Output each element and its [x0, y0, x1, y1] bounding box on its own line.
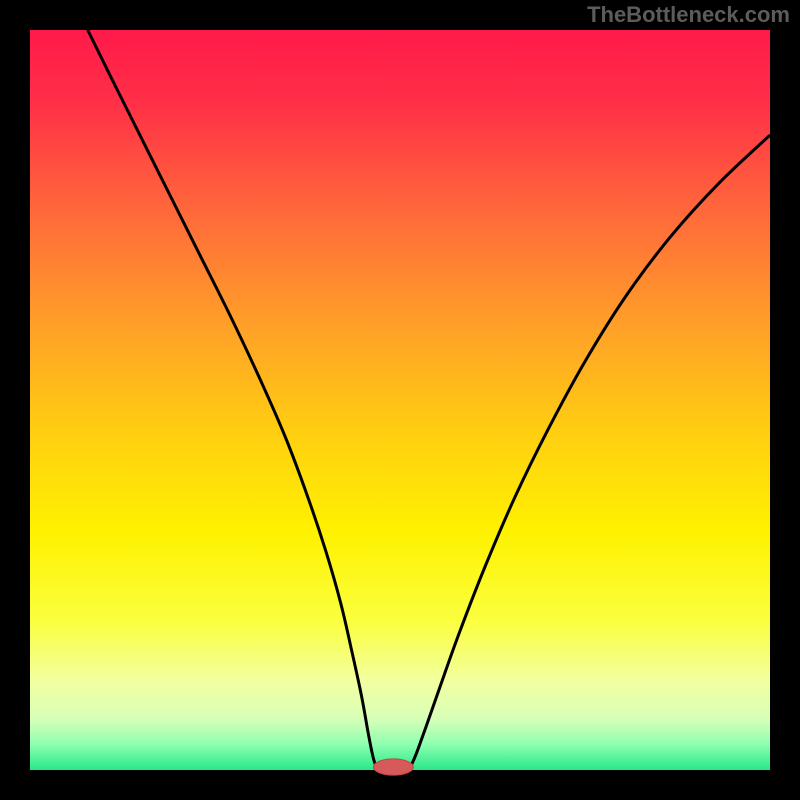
watermark-label: TheBottleneck.com — [587, 2, 790, 28]
chart-svg — [0, 0, 800, 800]
minimum-marker — [373, 759, 413, 775]
gradient-background — [30, 30, 770, 770]
chart-canvas: TheBottleneck.com — [0, 0, 800, 800]
